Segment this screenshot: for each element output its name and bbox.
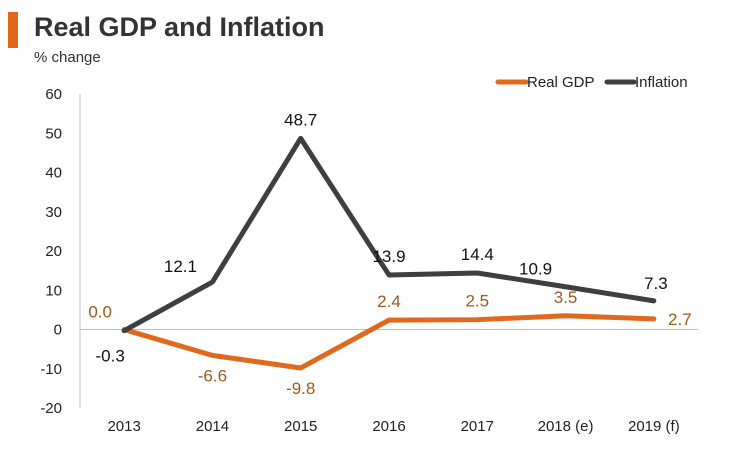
data-label-real-gdp: 2.7 <box>668 310 692 329</box>
series-line-real-gdp <box>121 313 657 371</box>
x-tick-label: 2016 <box>372 418 405 435</box>
y-tick-label: 40 <box>45 165 62 182</box>
data-label-inflation: -0.3 <box>95 347 124 366</box>
y-tick-label: 60 <box>45 86 62 103</box>
legend-label-real-gdp: Real GDP <box>527 74 595 91</box>
data-label-inflation: 13.9 <box>372 247 405 266</box>
legend: Real GDP Inflation <box>495 74 688 91</box>
data-label-real-gdp: 0.0 <box>88 303 112 322</box>
chart-title: Real GDP and Inflation <box>34 12 325 42</box>
y-tick-label: 0 <box>54 322 62 339</box>
y-tick-label: -20 <box>40 400 62 417</box>
data-label-inflation: 12.1 <box>164 257 197 276</box>
data-label-inflation: 10.9 <box>519 260 552 279</box>
data-label-inflation: 14.4 <box>461 245 494 264</box>
x-tick-label: 2014 <box>196 418 229 435</box>
data-label-real-gdp: 2.5 <box>465 292 489 311</box>
title-accent-bar <box>8 12 18 48</box>
data-label-real-gdp: -6.6 <box>198 366 227 385</box>
data-label-real-gdp: -9.8 <box>286 379 315 398</box>
data-label-inflation: 48.7 <box>284 110 317 129</box>
y-tick-label: 20 <box>45 243 62 260</box>
y-axis-unit-label: % change <box>34 49 101 66</box>
y-tick-label: -10 <box>40 361 62 378</box>
x-tick-label: 2018 (e) <box>538 418 594 435</box>
data-label-inflation: 7.3 <box>644 274 668 293</box>
y-tick-label: 30 <box>45 204 62 221</box>
data-label-real-gdp: 3.5 <box>554 288 578 307</box>
series-lines <box>121 135 657 371</box>
data-label-real-gdp: 2.4 <box>377 292 401 311</box>
x-tick-label: 2017 <box>461 418 494 435</box>
y-tick-label: 10 <box>45 282 62 299</box>
y-axis: 60 50 40 30 20 10 0 -10 -20 <box>40 86 81 417</box>
data-labels: 0.0 -6.6 -9.8 2.4 2.5 3.5 2.7 -0.3 12.1 48.7 13.9 1… <box>88 110 691 398</box>
x-tick-label: 2013 <box>107 418 140 435</box>
legend-label-inflation: Inflation <box>635 74 688 91</box>
x-tick-label: 2019 (f) <box>628 418 680 435</box>
x-tick-label: 2015 <box>284 418 317 435</box>
series-line-inflation <box>121 135 657 334</box>
x-axis: 2013 2014 2015 2016 2017 2018 (e) 2019 (f) <box>80 329 698 435</box>
y-tick-label: 50 <box>45 125 62 142</box>
